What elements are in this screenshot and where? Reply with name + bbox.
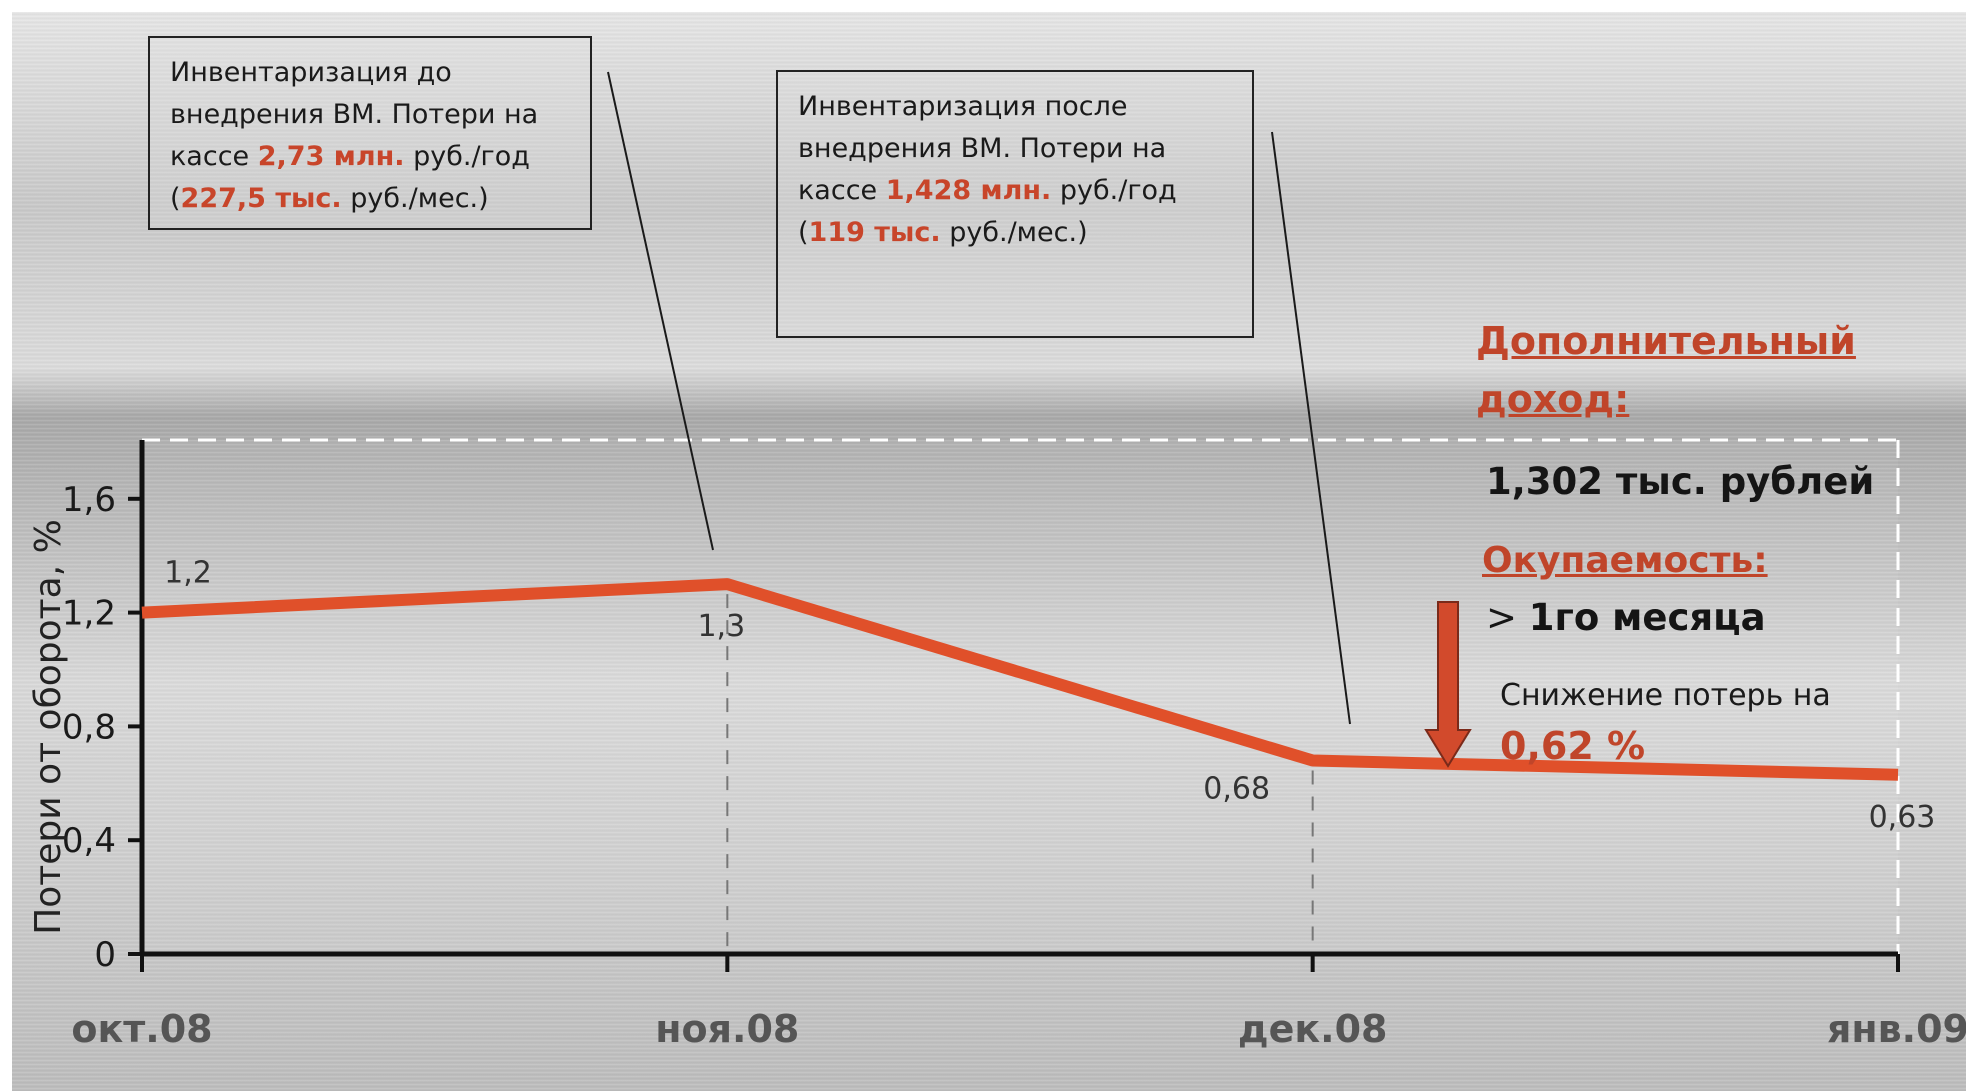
data-label: 1,2 [164,556,212,591]
payback-title: Окупаемость: [1482,540,1768,581]
callout-after-line4: (119 тыс. руб./мес.) [798,217,1088,248]
callout-before-line4: (227,5 тыс. руб./мес.) [170,183,489,214]
callout-leaders [607,71,1351,725]
data-labels: 1,2 1,3 0,68 0,63 [164,556,1935,835]
y-tick-label: 0,8 [62,707,116,747]
extra-income-title: Дополнительный доход: [1476,319,1856,421]
callout-before-line1: Инвентаризация до [170,57,452,88]
series-line [141,578,1899,781]
callout-before-line3: кассе 2,73 млн. руб./год [170,141,530,172]
data-label: 0,68 [1203,772,1270,807]
slide: 0 0,4 0,8 1,2 1,6 окт.08 ноя.08 дек.08 янв.09 Пот… [12,12,1966,1091]
arrow-group [1424,601,1472,768]
reduction-text: Снижение потерь на [1500,678,1831,713]
down-arrow-icon [1424,601,1472,768]
callout-after: Инвентаризация после внедрения ВМ. Потер… [776,70,1254,338]
loss-per-month-before: 227,5 тыс. [180,183,342,214]
callout-before-line2: внедрения ВМ. Потери на [170,99,539,130]
callout-after-leader [1271,131,1351,725]
loss-per-month-after: 119 тыс. [808,217,941,248]
data-label: 1,3 [697,609,745,644]
x-tick-label: янв.09 [1827,1007,1966,1051]
reduction-value: 0,62 % [1500,724,1646,768]
x-tick-label: окт.08 [71,1007,212,1051]
loss-per-year-after: 1,428 млн. [885,175,1052,206]
payback-value: > 1го месяца [1486,596,1766,639]
x-tick-label: дек.08 [1238,1007,1388,1051]
callout-after-line1: Инвентаризация после [798,91,1128,122]
plot-area [142,440,1898,954]
x-tick-label: ноя.08 [655,1007,799,1051]
callout-before: Инвентаризация до внедрения ВМ. Потери н… [148,36,592,230]
axes: 0 0,4 0,8 1,2 1,6 окт.08 ноя.08 дек.08 янв.09 Пот… [28,440,1966,1051]
data-label: 0,63 [1869,800,1936,835]
line-chart: 0 0,4 0,8 1,2 1,6 окт.08 ноя.08 дек.08 янв.09 Пот… [28,71,1966,1051]
series [141,578,1899,781]
y-tick-label: 1,2 [62,594,116,634]
y-axis-title: Потери от оборота, % [28,519,69,935]
y-tick-label: 1,6 [62,480,116,520]
y-tick-label: 0,4 [62,821,116,861]
callout-before-leader [607,71,714,551]
extra-income-value: 1,302 тыс. рублей [1486,460,1875,503]
y-tick-label: 0 [94,935,116,975]
callout-after-line2: внедрения ВМ. Потери на [798,133,1167,164]
loss-per-year-before: 2,73 млн. [257,141,405,172]
chart-frame [142,438,1900,954]
callout-after-line3: кассе 1,428 млн. руб./год [798,175,1177,206]
